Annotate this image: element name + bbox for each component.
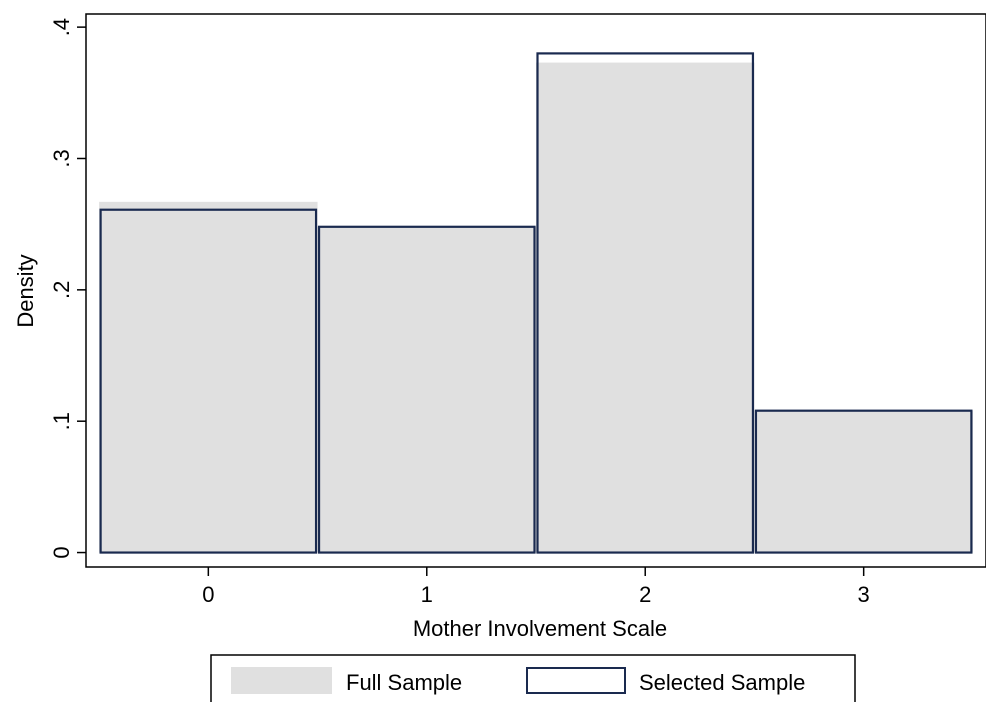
y-tick-label: .1: [49, 412, 74, 430]
y-tick-label: .2: [49, 281, 74, 299]
selected-sample-bar-0: [99, 208, 318, 554]
full-sample-bar-1: [317, 226, 536, 553]
selected-sample-bar-3: [754, 409, 973, 554]
legend-swatch-selected-sample: [526, 667, 626, 694]
full-sample-bars: [99, 62, 973, 553]
full-sample-bar-2: [536, 62, 755, 553]
x-tick-label: 2: [639, 582, 651, 607]
x-tick-label: 1: [421, 582, 433, 607]
x-tick-label: 3: [858, 582, 870, 607]
y-axis-title: Density: [13, 254, 38, 327]
legend-label-full-sample: Full Sample: [346, 670, 462, 695]
y-tick-label: .4: [49, 18, 74, 36]
legend: Full Sample Selected Sample: [210, 654, 856, 702]
legend-swatch-full-sample: [231, 667, 332, 694]
selected-sample-bars: [99, 52, 973, 554]
y-axis: 0 .1 .2 .3 .4: [49, 18, 86, 559]
selected-sample-bar-2: [536, 52, 755, 554]
x-tick-label: 0: [202, 582, 214, 607]
y-tick-label: 0: [49, 546, 74, 558]
full-sample-bar-3: [754, 410, 973, 553]
y-tick-label: .3: [49, 149, 74, 167]
x-axis: 0 1 2 3: [202, 567, 870, 607]
full-sample-bar-0: [99, 201, 318, 553]
x-axis-title: Mother Involvement Scale: [413, 616, 667, 641]
legend-label-selected-sample: Selected Sample: [639, 670, 805, 695]
selected-sample-bar-1: [317, 225, 536, 554]
